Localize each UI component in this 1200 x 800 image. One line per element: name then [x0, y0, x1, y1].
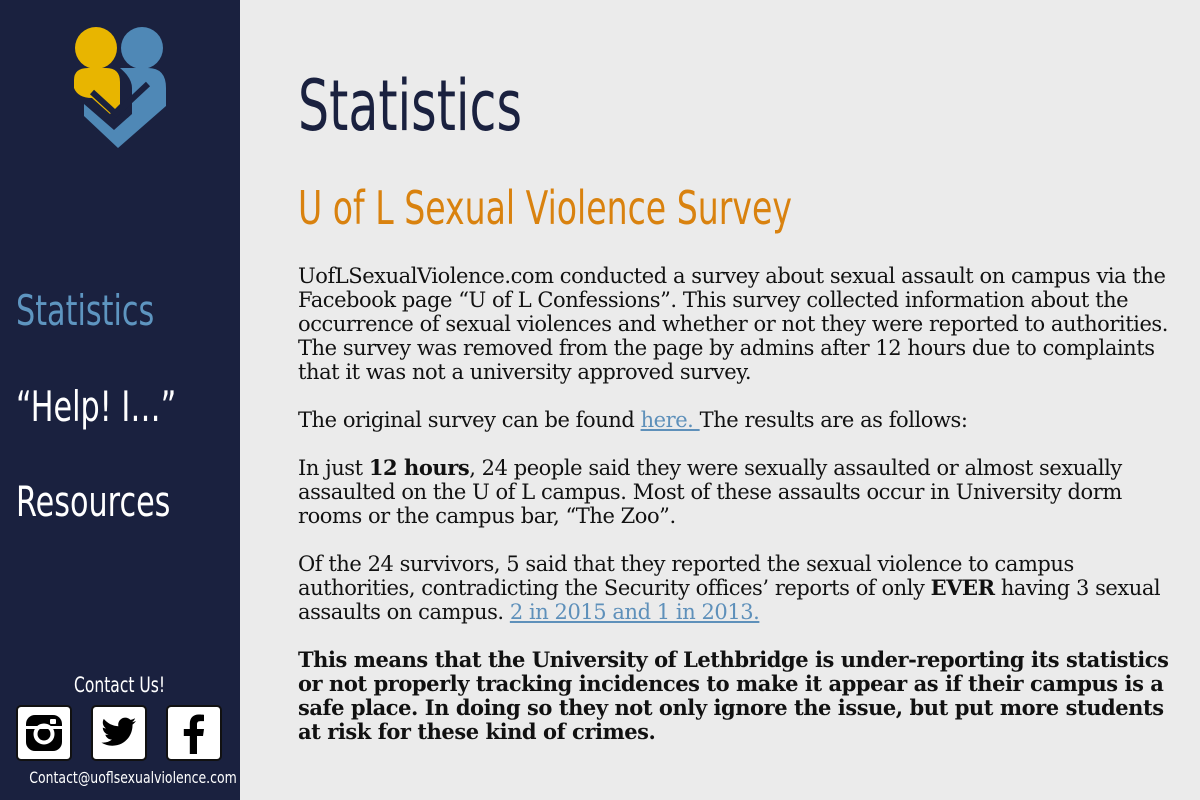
heart-people-logo-icon[interactable]	[70, 22, 170, 152]
text: The original survey can be found	[298, 408, 641, 432]
paragraph-survivors: Of the 24 survivors, 5 said that they re…	[298, 552, 1178, 624]
text: The results are as follows:	[699, 408, 968, 432]
facebook-icon	[183, 714, 204, 754]
paragraph-intro: UofLSexualViolence.com conducted a surve…	[298, 264, 1168, 384]
page-title: Statistics	[298, 65, 522, 147]
text: In just	[298, 456, 369, 480]
text: Of the 24 survivors, 5 said that they re…	[298, 552, 1074, 600]
text: , 24 people said they were sexually assa…	[298, 456, 1122, 528]
emphasis-text: EVER	[930, 575, 995, 600]
article-body: UofLSexualViolence.com conducted a surve…	[298, 264, 1178, 768]
reports-link[interactable]: 2 in 2015 and 1 in 2013.	[509, 600, 760, 624]
paragraph-conclusion: This means that the University of Lethbr…	[298, 647, 1169, 744]
instagram-icon	[26, 715, 62, 751]
nav-item-resources[interactable]: Resources	[16, 477, 171, 526]
nav-item-help[interactable]: “Help! I…”	[16, 382, 177, 431]
survey-link[interactable]: here.	[640, 408, 700, 432]
text: having 3 sexual assaults on campus.	[298, 576, 1161, 624]
sidebar: Statistics “Help! I…” Resources Contact …	[0, 0, 240, 800]
instagram-button[interactable]	[16, 705, 72, 761]
contact-email-link[interactable]: Contact@uoflsexualviolence.com	[29, 768, 237, 787]
section-title: U of L Sexual Violence Survey	[298, 181, 792, 235]
paragraph-survey-link: The original survey can be found here. T…	[298, 408, 1178, 432]
emphasis-text: 12 hours	[368, 455, 470, 480]
nav-item-statistics[interactable]: Statistics	[16, 286, 155, 335]
twitter-button[interactable]	[91, 705, 147, 761]
paragraph-results: In just 12 hours, 24 people said they we…	[298, 455, 1178, 529]
contact-title: Contact Us!	[74, 673, 166, 697]
twitter-icon	[101, 717, 137, 746]
facebook-button[interactable]	[166, 705, 222, 761]
